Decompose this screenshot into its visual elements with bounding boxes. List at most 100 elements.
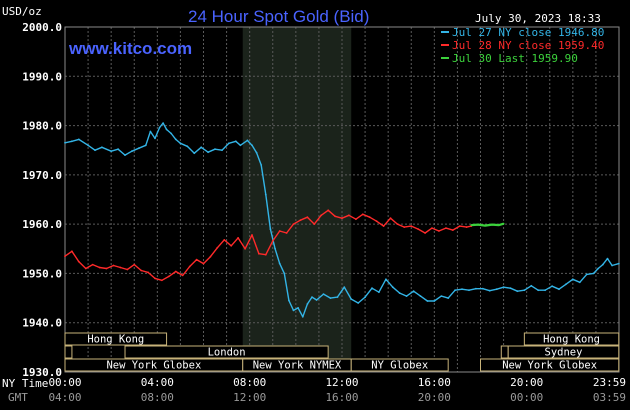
legend-label: Jul 27 NY close 1946.80	[452, 26, 604, 39]
data-point	[565, 283, 567, 286]
data-point	[488, 289, 491, 292]
data-point	[426, 300, 429, 302]
data-point	[382, 225, 385, 228]
data-point	[311, 296, 313, 298]
data-point	[592, 272, 595, 275]
market-session-box	[64, 332, 168, 346]
data-point	[385, 278, 387, 281]
y-tick-label: 1940.0	[22, 317, 62, 330]
data-point	[495, 288, 498, 291]
market-session-label: London	[208, 347, 246, 359]
data-point	[195, 258, 198, 261]
data-point	[124, 154, 126, 157]
data-point	[297, 307, 299, 309]
data-point	[509, 287, 512, 290]
data-point	[329, 297, 332, 299]
data-point	[71, 250, 73, 253]
data-point	[350, 298, 353, 300]
data-point	[98, 266, 101, 269]
data-point	[161, 279, 163, 282]
x-tick-label-gmt: 16:00	[325, 391, 358, 404]
market-session-box	[500, 345, 509, 359]
data-point	[417, 228, 420, 231]
data-point	[438, 230, 440, 232]
data-point	[292, 223, 295, 226]
data-point	[306, 216, 309, 219]
brand-watermark: www.kitco.com	[68, 39, 192, 58]
data-point	[315, 299, 318, 301]
data-point	[301, 315, 304, 318]
x-tick-label-ny: 20:00	[510, 376, 543, 389]
series-line	[64, 209, 472, 281]
data-point	[278, 230, 281, 232]
data-point	[502, 222, 505, 225]
data-point	[260, 164, 263, 166]
data-point	[320, 214, 323, 217]
data-point	[112, 264, 115, 267]
data-point	[133, 263, 136, 266]
data-point	[391, 286, 394, 289]
data-point	[611, 264, 613, 267]
data-point	[154, 277, 156, 280]
data-point	[458, 225, 461, 228]
data-point	[251, 144, 253, 147]
data-point	[202, 262, 205, 265]
data-point	[558, 288, 560, 291]
x-axis: 00:00 04:00 04:00 08:00 08:00 12:00 12:00 16:00…	[2, 376, 626, 404]
data-point	[214, 148, 216, 151]
data-point	[389, 217, 392, 220]
y-tick-label: 1970.0	[22, 169, 62, 182]
data-point	[216, 246, 219, 249]
data-point	[87, 144, 89, 147]
data-point	[193, 152, 196, 155]
data-point	[174, 270, 177, 273]
market-session-box	[507, 345, 620, 359]
data-point	[412, 290, 415, 293]
market-session-label: NY Globex	[371, 360, 428, 372]
data-point	[230, 244, 233, 247]
data-point	[246, 139, 249, 142]
data-point	[117, 148, 119, 151]
data-point	[64, 141, 66, 144]
data-point	[255, 151, 258, 154]
data-point	[244, 247, 247, 250]
x-tick-label-gmt: 00:00	[510, 391, 543, 404]
data-point	[375, 220, 378, 223]
data-point	[433, 300, 436, 302]
x-tick-label-ny: 00:00	[48, 376, 81, 389]
data-point	[357, 302, 360, 304]
y-tick-label: 1950.0	[22, 267, 62, 280]
data-point	[551, 285, 553, 288]
legend-label: Jul 28 NY close 1959.40	[452, 39, 604, 52]
data-point	[209, 255, 212, 258]
data-point	[71, 140, 73, 143]
data-point	[144, 144, 147, 147]
market-session-box	[350, 358, 449, 372]
chart-title: 24 Hour Spot Gold (Bid)	[188, 7, 369, 26]
data-point	[223, 239, 226, 241]
data-point	[530, 284, 533, 287]
market-session-label: Hong Kong	[87, 334, 144, 346]
y-axis: 1930.0 1940.0 1950.0 1960.0 1970.0 1980.0 1990…	[22, 21, 62, 379]
data-point	[470, 224, 473, 227]
data-point	[537, 289, 540, 292]
data-point	[364, 296, 366, 298]
data-point	[355, 218, 357, 221]
data-point	[278, 262, 281, 265]
data-point	[424, 232, 426, 234]
data-point	[77, 260, 80, 263]
data-point	[606, 257, 609, 260]
data-point	[601, 263, 604, 266]
data-point	[578, 281, 581, 284]
data-point	[440, 295, 443, 297]
data-point	[239, 144, 242, 147]
data-point	[288, 299, 290, 302]
data-point	[200, 146, 203, 149]
data-point	[419, 295, 422, 297]
data-point	[264, 253, 267, 256]
data-point	[168, 275, 170, 278]
data-point	[447, 297, 450, 299]
data-point	[181, 274, 184, 277]
